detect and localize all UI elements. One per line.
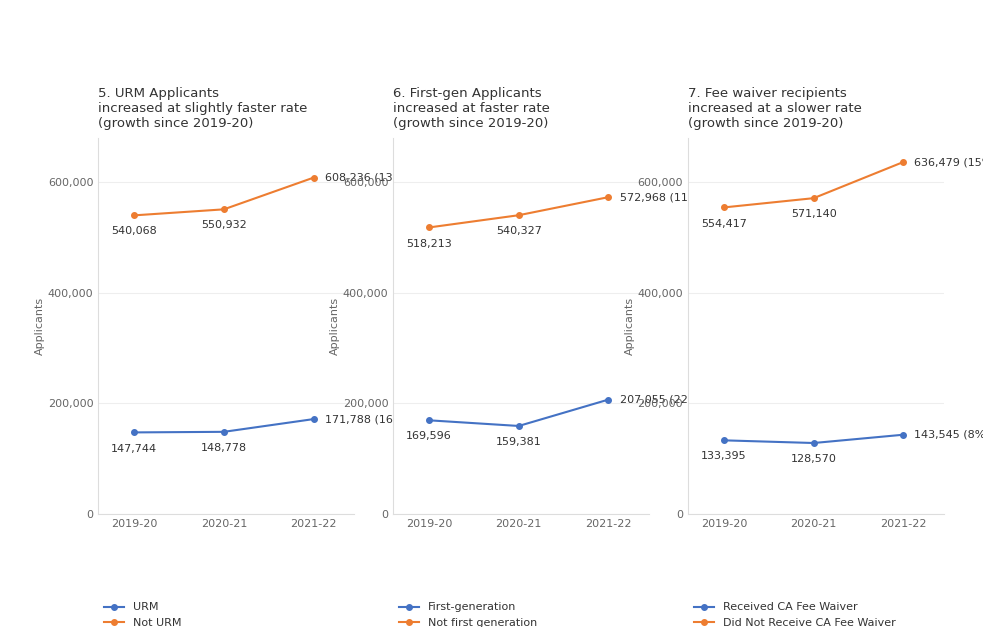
Text: 133,395: 133,395 xyxy=(701,451,747,461)
Legend: URM, Not URM: URM, Not URM xyxy=(104,603,181,627)
Text: 6. First-gen Applicants
increased at faster rate
(growth since 2019-20): 6. First-gen Applicants increased at fas… xyxy=(393,87,550,130)
Text: 159,381: 159,381 xyxy=(495,437,542,447)
Text: 571,140: 571,140 xyxy=(790,209,837,219)
Text: 148,778: 148,778 xyxy=(201,443,247,453)
Text: 147,744: 147,744 xyxy=(111,443,157,453)
Text: 636,479 (15%): 636,479 (15%) xyxy=(914,157,983,167)
Legend: First-generation, Not first generation: First-generation, Not first generation xyxy=(399,603,537,627)
Text: 143,545 (8%): 143,545 (8%) xyxy=(914,429,983,440)
Text: 171,788 (16%): 171,788 (16%) xyxy=(324,414,408,424)
Text: 572,968 (11%): 572,968 (11%) xyxy=(619,192,703,202)
Text: 540,068: 540,068 xyxy=(111,226,157,236)
Text: 5. URM Applicants
increased at slightly faster rate
(growth since 2019-20): 5. URM Applicants increased at slightly … xyxy=(98,87,308,130)
Text: 169,596: 169,596 xyxy=(406,431,452,441)
Text: 518,213: 518,213 xyxy=(406,238,452,248)
Text: 550,932: 550,932 xyxy=(201,221,247,231)
Text: 128,570: 128,570 xyxy=(790,454,837,464)
Legend: Received CA Fee Waiver, Did Not Receive CA Fee Waiver: Received CA Fee Waiver, Did Not Receive … xyxy=(694,603,896,627)
Text: 540,327: 540,327 xyxy=(495,226,542,236)
Y-axis label: Applicants: Applicants xyxy=(330,297,340,355)
Text: 554,417: 554,417 xyxy=(701,219,747,228)
Text: 608,236 (13%): 608,236 (13%) xyxy=(324,172,407,182)
Text: 7. Fee waiver recipients
increased at a slower rate
(growth since 2019-20): 7. Fee waiver recipients increased at a … xyxy=(688,87,862,130)
Text: 207,055 (22%): 207,055 (22%) xyxy=(619,394,703,404)
Y-axis label: Applicants: Applicants xyxy=(625,297,635,355)
Y-axis label: Applicants: Applicants xyxy=(35,297,45,355)
